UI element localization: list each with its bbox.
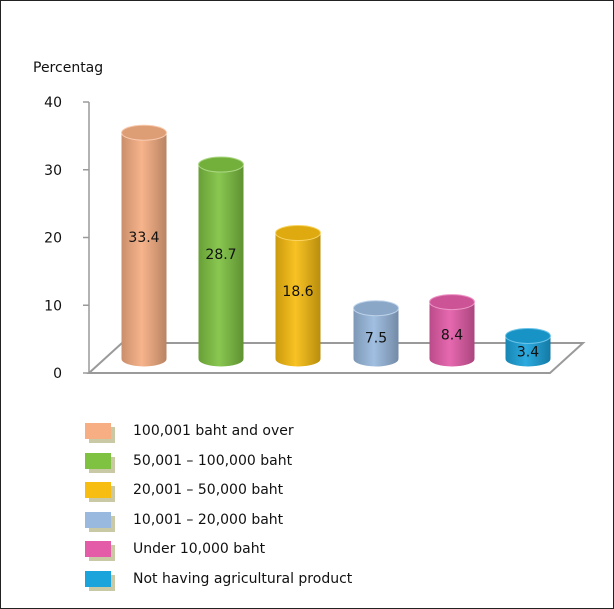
bar-body <box>121 132 167 367</box>
bars: 33.4 28.7 18.6 7.5 8.4 3.4 <box>121 124 551 367</box>
legend-swatch <box>85 423 115 443</box>
legend-item: Under 10,000 baht <box>85 539 585 569</box>
legend-label: Not having agricultural product <box>133 570 353 587</box>
legend-swatch <box>85 482 115 502</box>
legend-label: 100,001 baht and over <box>133 423 294 439</box>
bar-chart: Percentag 0 10 20 30 40 33.4 28.7 18.6 7.5 8.4 3.… <box>33 60 586 382</box>
legend-item: 20,001 – 50,000 baht <box>85 480 585 510</box>
bar-body <box>353 308 399 367</box>
bar: 7.5 <box>353 300 399 367</box>
bar: 33.4 <box>121 124 167 367</box>
bar: 8.4 <box>429 294 475 367</box>
legend-swatch <box>85 511 115 532</box>
y-tick-label: 30 <box>44 163 62 179</box>
legend-item: 50,001 – 100,000 baht <box>85 451 585 481</box>
bar: 18.6 <box>275 224 321 367</box>
legend-swatch <box>85 570 115 591</box>
y-ticks: 0 10 20 30 40 <box>44 95 89 382</box>
data-label: 28.7 <box>205 247 236 263</box>
bar-body <box>275 232 321 367</box>
data-label: 8.4 <box>441 328 463 344</box>
legend-label: 20,001 – 50,000 baht <box>133 482 284 498</box>
y-tick-label: 0 <box>53 366 62 382</box>
bar: 28.7 <box>198 156 244 367</box>
legend-item: 10,001 – 20,000 baht <box>85 510 585 540</box>
data-label: 3.4 <box>517 344 539 360</box>
data-label: 18.6 <box>282 284 313 300</box>
legend-swatch <box>85 452 115 473</box>
y-axis-label: Percentag <box>33 60 103 76</box>
legend-item: Not having agricultural product <box>85 569 585 599</box>
legend-item: 100,001 baht and over <box>85 421 585 451</box>
legend-swatch <box>85 541 115 561</box>
bar-body <box>429 302 475 367</box>
legend-label: Under 10,000 baht <box>133 541 266 557</box>
y-tick-label: 40 <box>44 95 62 111</box>
bar-top <box>353 300 399 317</box>
legend-label: 50,001 – 100,000 baht <box>133 452 293 469</box>
bar-top <box>505 327 551 344</box>
y-tick-label: 20 <box>44 231 62 247</box>
bar-body <box>198 164 244 367</box>
legend-label: 10,001 – 20,000 baht <box>133 511 284 528</box>
data-label: 7.5 <box>365 331 387 347</box>
bar-body <box>505 335 551 367</box>
legend: 100,001 baht and over 50,001 – 100,000 ba… <box>85 421 585 598</box>
bar-top <box>121 124 167 141</box>
bar-top <box>198 156 244 173</box>
bar-top <box>275 224 321 241</box>
data-label: 33.4 <box>128 230 159 246</box>
y-tick-label: 10 <box>44 298 62 314</box>
bar: 3.4 <box>505 327 551 367</box>
bar-top <box>429 294 475 311</box>
